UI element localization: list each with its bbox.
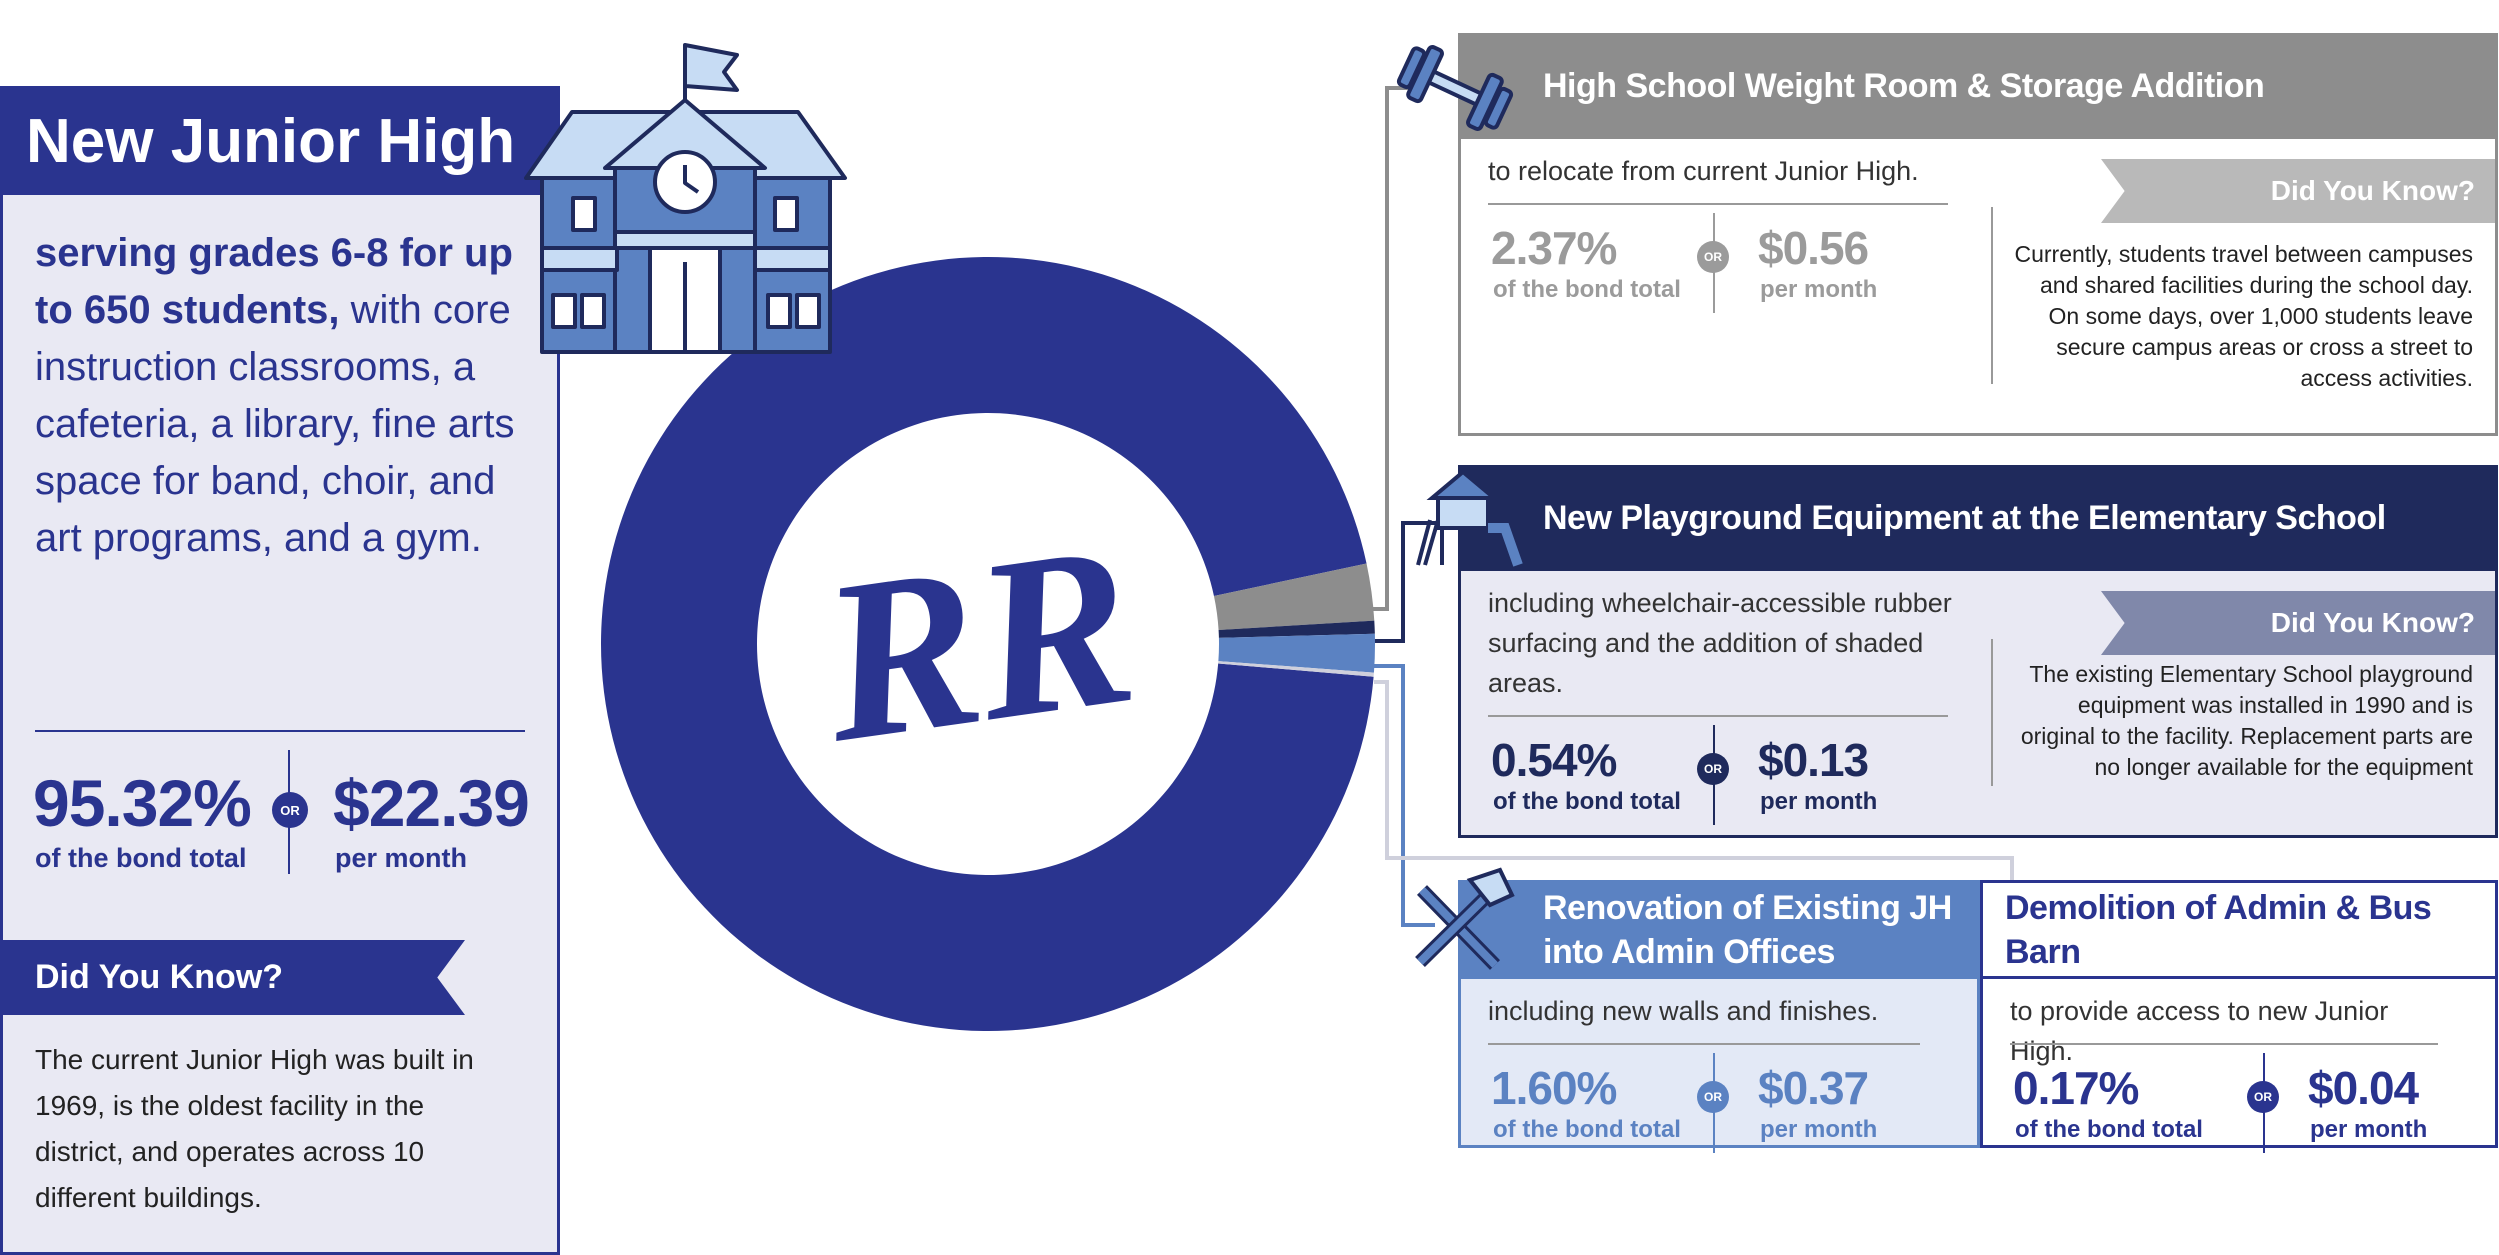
panel-body: to relocate from current Junior High. 2.3… xyxy=(1458,139,2498,436)
monthly-cost: $0.56 xyxy=(1758,222,1869,274)
bond-label: of the bond total xyxy=(2015,1116,2203,1143)
did-you-know-text: Currently, students travel between campu… xyxy=(2014,241,2473,391)
month-label: per month xyxy=(1760,276,1878,303)
panel-body: including wheelchair-accessible rubber s… xyxy=(1458,571,2498,838)
panel-title: High School Weight Room & Storage Additi… xyxy=(1458,33,2498,139)
month-label: per month xyxy=(2310,1116,2428,1143)
panel-title: Demolition of Admin & Bus Barn xyxy=(1980,880,2498,979)
did-you-know-banner: Did You Know? xyxy=(3,940,465,1015)
panel-text: serving grades 6-8 for up to 650 student… xyxy=(35,225,515,567)
lead: serving grades 6-8 for up to 650 student… xyxy=(35,231,513,332)
month-label: per month xyxy=(335,843,467,873)
or-badge: OR xyxy=(1697,1081,1729,1113)
connector xyxy=(1374,664,1435,927)
monthly-cost: $0.04 xyxy=(2308,1062,2419,1114)
bond-label: of the bond total xyxy=(1493,276,1681,303)
connector xyxy=(1372,86,1415,611)
donut-slice xyxy=(1218,620,1375,638)
bond-label: of the bond total xyxy=(35,843,247,873)
did-you-know-text: The current Junior High was built in 196… xyxy=(35,1044,474,1213)
description: to provide access to new Junior High. xyxy=(2010,996,2389,1066)
bond-percent: 95.32% xyxy=(33,766,252,840)
panel: New Playground Equipment at the Elementa… xyxy=(1458,465,2498,838)
panel: High School Weight Room & Storage Additi… xyxy=(1458,33,2498,436)
panel: Demolition of Admin & Bus Barn to provide… xyxy=(1980,880,2498,1248)
divider xyxy=(35,730,525,732)
bond-percent: 0.54% xyxy=(1491,734,1617,786)
divider xyxy=(1488,715,1948,717)
description: including wheelchair-accessible rubber s… xyxy=(1488,588,1952,698)
donut-slice xyxy=(1218,661,1374,677)
bond-label: of the bond total xyxy=(1493,788,1681,815)
did-you-know-banner: Did You Know? xyxy=(2101,591,2495,655)
divider xyxy=(1488,1043,1920,1045)
donut-slice xyxy=(600,257,1374,1032)
panel-title: New Junior High xyxy=(0,86,560,196)
did-you-know-banner: Did You Know? xyxy=(2101,159,2495,223)
panel-body: to provide access to new Junior High. 0.1… xyxy=(1980,979,2498,1153)
month-label: per month xyxy=(1760,788,1878,815)
bond-percent: 2.37% xyxy=(1491,222,1617,274)
connector xyxy=(1374,680,2014,880)
bond-percent: 1.60% xyxy=(1491,1062,1617,1114)
logo: RR xyxy=(807,495,1147,790)
panel-body: including new walls and finishes. 1.60% of… xyxy=(1458,979,1980,1153)
donut-slice xyxy=(1213,563,1375,631)
panel: Renovation of Existing JH into Admin Off… xyxy=(1458,880,1980,1248)
divider xyxy=(1991,639,1993,786)
donut-slice xyxy=(1218,633,1375,673)
divider xyxy=(1991,207,1993,384)
panel-title: New Playground Equipment at the Elementa… xyxy=(1458,465,2498,571)
or-badge: OR xyxy=(1697,241,1729,273)
monthly-cost: $0.13 xyxy=(1758,734,1869,786)
bond-percent: 0.17% xyxy=(2013,1062,2139,1114)
or-badge: OR xyxy=(272,792,308,828)
panel-body: serving grades 6-8 for up to 650 student… xyxy=(0,195,560,1255)
description: including new walls and finishes. xyxy=(1488,996,1879,1026)
monthly-cost: $22.39 xyxy=(333,766,530,840)
or-badge: OR xyxy=(1697,753,1729,785)
panel-title: Renovation of Existing JH into Admin Off… xyxy=(1458,880,1980,979)
description: to relocate from current Junior High. xyxy=(1488,156,1919,186)
divider xyxy=(1488,203,1948,205)
month-label: per month xyxy=(1760,1116,1878,1143)
divider xyxy=(2010,1043,2438,1045)
description: with core instruction classrooms, a cafe… xyxy=(35,288,515,560)
monthly-cost: $0.37 xyxy=(1758,1062,1869,1114)
or-badge: OR xyxy=(2247,1081,2279,1113)
connector xyxy=(1374,521,1445,643)
bond-label: of the bond total xyxy=(1493,1116,1681,1143)
did-you-know-text: The existing Elementary School playgroun… xyxy=(2020,661,2473,780)
